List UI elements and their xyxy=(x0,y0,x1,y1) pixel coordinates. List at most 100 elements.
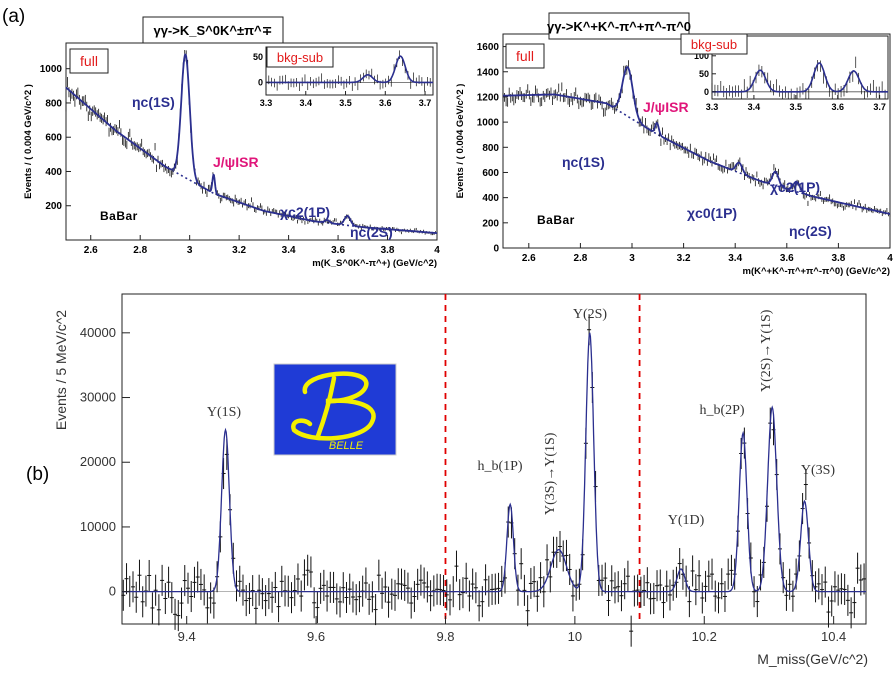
chart-0-inset-xtick-label: 3.6 xyxy=(379,98,392,108)
chart-0-full-tag: full xyxy=(80,53,98,69)
chart-panel-a-left: 2.6 2.8 3 3.2 3.4 3.6 3.8 4 200 400 600 800 1000 m(K_… xyxy=(23,16,440,269)
chart-1-inset-tag: bkg-sub xyxy=(691,37,737,52)
chart-0-title-box xyxy=(142,16,284,44)
chart-1-inset-xtick-label: 3.5 xyxy=(790,102,803,112)
chart-0-inset-tag-box xyxy=(266,46,334,68)
chart-1-inset-xtick-label: 3.6 xyxy=(831,102,844,112)
chart-1-inset-xtick-label: 3.4 xyxy=(748,102,761,112)
chart-1-xtick-label: 4 xyxy=(887,253,893,264)
chart-1-annotation: ηc(2S) xyxy=(789,223,832,239)
chart-1-full-tag: full xyxy=(516,48,534,64)
chart-0-ytick-label: 200 xyxy=(45,201,62,212)
chart-0-ytick-label: 800 xyxy=(45,98,62,109)
chart-0-annotation: J/ψISR xyxy=(213,154,259,170)
chart-1-title: γγ->K^+K^-π^+π^-π^0 xyxy=(547,19,691,34)
chart-b-peak-label: h_b(2P) xyxy=(699,403,744,418)
chart-0-annotation: ηc(2S) xyxy=(350,224,393,240)
belle-logo-text: BELLE xyxy=(329,440,364,452)
chart-1-xtick-label: 2.6 xyxy=(522,253,536,264)
chart-1-annotation: ηc(1S) xyxy=(562,154,605,170)
chart-b-peak-label: Υ(3S) xyxy=(801,463,836,478)
chart-0-xtick-label: 3.6 xyxy=(331,245,345,256)
chart-b-ytick-label: 10000 xyxy=(80,519,116,534)
chart-0-inset-xtick-label: 3.3 xyxy=(260,98,273,108)
chart-panel-a-right: 2.6 2.8 3 3.2 3.4 3.6 3.8 402004006008001000120… xyxy=(455,12,893,277)
chart-0-x-axis-label: m(K_S^0K^-π^+) (GeV/c^2) xyxy=(312,258,437,269)
chart-1-xtick-label: 3.2 xyxy=(677,253,691,264)
chart-1-ytick-label: 1600 xyxy=(477,42,500,53)
chart-1-ytick-label: 200 xyxy=(482,218,499,229)
chart-b-peak-label: Υ(1D) xyxy=(668,513,705,528)
chart-b-y-axis-label: Events / 5 MeV/c^2 xyxy=(53,310,69,430)
chart-0-y-axis-label: Events / ( 0.004 GeV/c^2 ) xyxy=(23,84,34,199)
chart-0-inset-fit-line xyxy=(266,55,433,84)
panel-label-a: (a) xyxy=(2,6,25,27)
chart-1-inset-fit-line xyxy=(712,62,888,93)
chart-1-ytick-label: 0 xyxy=(493,244,499,255)
chart-0-ytick-label: 400 xyxy=(45,167,62,178)
belle-logo-b-icon xyxy=(291,371,376,441)
chart-0-xtick-label: 4 xyxy=(434,245,440,256)
chart-1-annotation: J/ψISR xyxy=(643,99,689,115)
chart-1-xtick-label: 3 xyxy=(629,253,635,264)
chart-b-peak-label: Υ(2S) xyxy=(573,307,608,322)
chart-0-xtick-label: 2.6 xyxy=(84,245,98,256)
belle-logo-b-stroke-icon xyxy=(315,375,337,439)
chart-1-title-box xyxy=(548,12,690,40)
chart-1-inset-ytick-label: 50 xyxy=(699,69,709,79)
chart-0-ytick-label: 1000 xyxy=(40,64,63,75)
chart-1-inset-ytick-label: 100 xyxy=(694,51,709,61)
chart-0-inset-xtick-label: 3.5 xyxy=(339,98,352,108)
chart-1-annotation: χc0(1P) xyxy=(687,205,737,221)
chart-b-xtick-label: 10 xyxy=(568,629,582,644)
chart-b-xtick-label: 9.8 xyxy=(436,629,454,644)
chart-1-watermark: BaBar xyxy=(537,213,575,227)
chart-b-peak-label: Υ(1S) xyxy=(207,405,242,420)
chart-b-ytick-label: 20000 xyxy=(80,454,116,469)
chart-b-ytick-label: 0 xyxy=(109,584,116,599)
chart-b-xtick-label: 10.4 xyxy=(821,629,846,644)
chart-1-xtick-label: 2.8 xyxy=(573,253,587,264)
chart-0-inset-tag: bkg-sub xyxy=(277,50,323,65)
chart-1-ytick-label: 400 xyxy=(482,193,499,204)
chart-1-inset-ytick-label: 0 xyxy=(704,87,709,97)
chart-1-fit-line xyxy=(503,66,891,215)
chart-1-xtick-label: 3.6 xyxy=(780,253,794,264)
panel-label-b: (b) xyxy=(26,464,49,485)
chart-1-ytick-label: 800 xyxy=(482,143,499,154)
chart-0-inset-xtick-label: 3.4 xyxy=(300,98,313,108)
chart-0-title: γγ->K_S^0K^±π^∓ xyxy=(153,23,272,38)
chart-0-watermark: BaBar xyxy=(100,209,138,223)
chart-1-y-axis-label: Events / ( 0.004 GeV/c^2 ) xyxy=(455,84,466,199)
chart-0-inset-xtick-label: 3.7 xyxy=(419,98,432,108)
chart-b-fit-line xyxy=(122,332,866,593)
chart-1-annotation: χc2(1P) xyxy=(770,179,820,195)
chart-0-xtick-label: 3.4 xyxy=(282,245,296,256)
chart-0-xtick-label: 3 xyxy=(187,245,193,256)
chart-0-inset-ytick-label: 0 xyxy=(258,77,263,87)
chart-1-xtick-label: 3.4 xyxy=(728,253,742,264)
chart-1-inset-xtick-label: 3.7 xyxy=(873,102,886,112)
chart-b-ytick-label: 30000 xyxy=(80,390,116,405)
chart-0-xtick-label: 2.8 xyxy=(133,245,147,256)
chart-0-xtick-label: 3.2 xyxy=(232,245,246,256)
chart-0-annotation: χc2(1P) xyxy=(280,204,330,220)
chart-0-ytick-label: 600 xyxy=(45,133,62,144)
chart-1-x-axis-label: m(K^+K^-π^+π^-π^0) (GeV/c^2) xyxy=(743,266,891,277)
chart-b-x-axis-label: M_miss(GeV/c^2) xyxy=(757,651,868,667)
chart-0-xtick-label: 3.8 xyxy=(381,245,395,256)
chart-1-inset-tag-box xyxy=(680,33,748,55)
chart-b-xtick-label: 9.4 xyxy=(178,629,196,644)
chart-panel-b: 9.4 9.6 9.8 10 10.2 10.4 0 10000 20000 30000 40000… xyxy=(53,293,868,667)
chart-1-xtick-label: 3.8 xyxy=(831,253,845,264)
chart-1-ytick-label: 1000 xyxy=(477,118,500,129)
chart-1-inset-xtick-label: 3.3 xyxy=(706,102,719,112)
chart-b-peak-label: h_b(1P) xyxy=(477,459,522,474)
chart-0-fit-line xyxy=(65,53,437,234)
chart-0-inset-ytick-label: 50 xyxy=(253,52,263,62)
chart-0-annotation: ηc(1S) xyxy=(132,94,175,110)
chart-b-ytick-label: 40000 xyxy=(80,325,116,340)
chart-b-peak-label: Υ(3S)→Υ(1S) xyxy=(543,432,558,515)
chart-b-peak-label: Υ(2S)→Υ(1S) xyxy=(759,309,774,392)
chart-0-full-tag-box xyxy=(69,48,109,74)
